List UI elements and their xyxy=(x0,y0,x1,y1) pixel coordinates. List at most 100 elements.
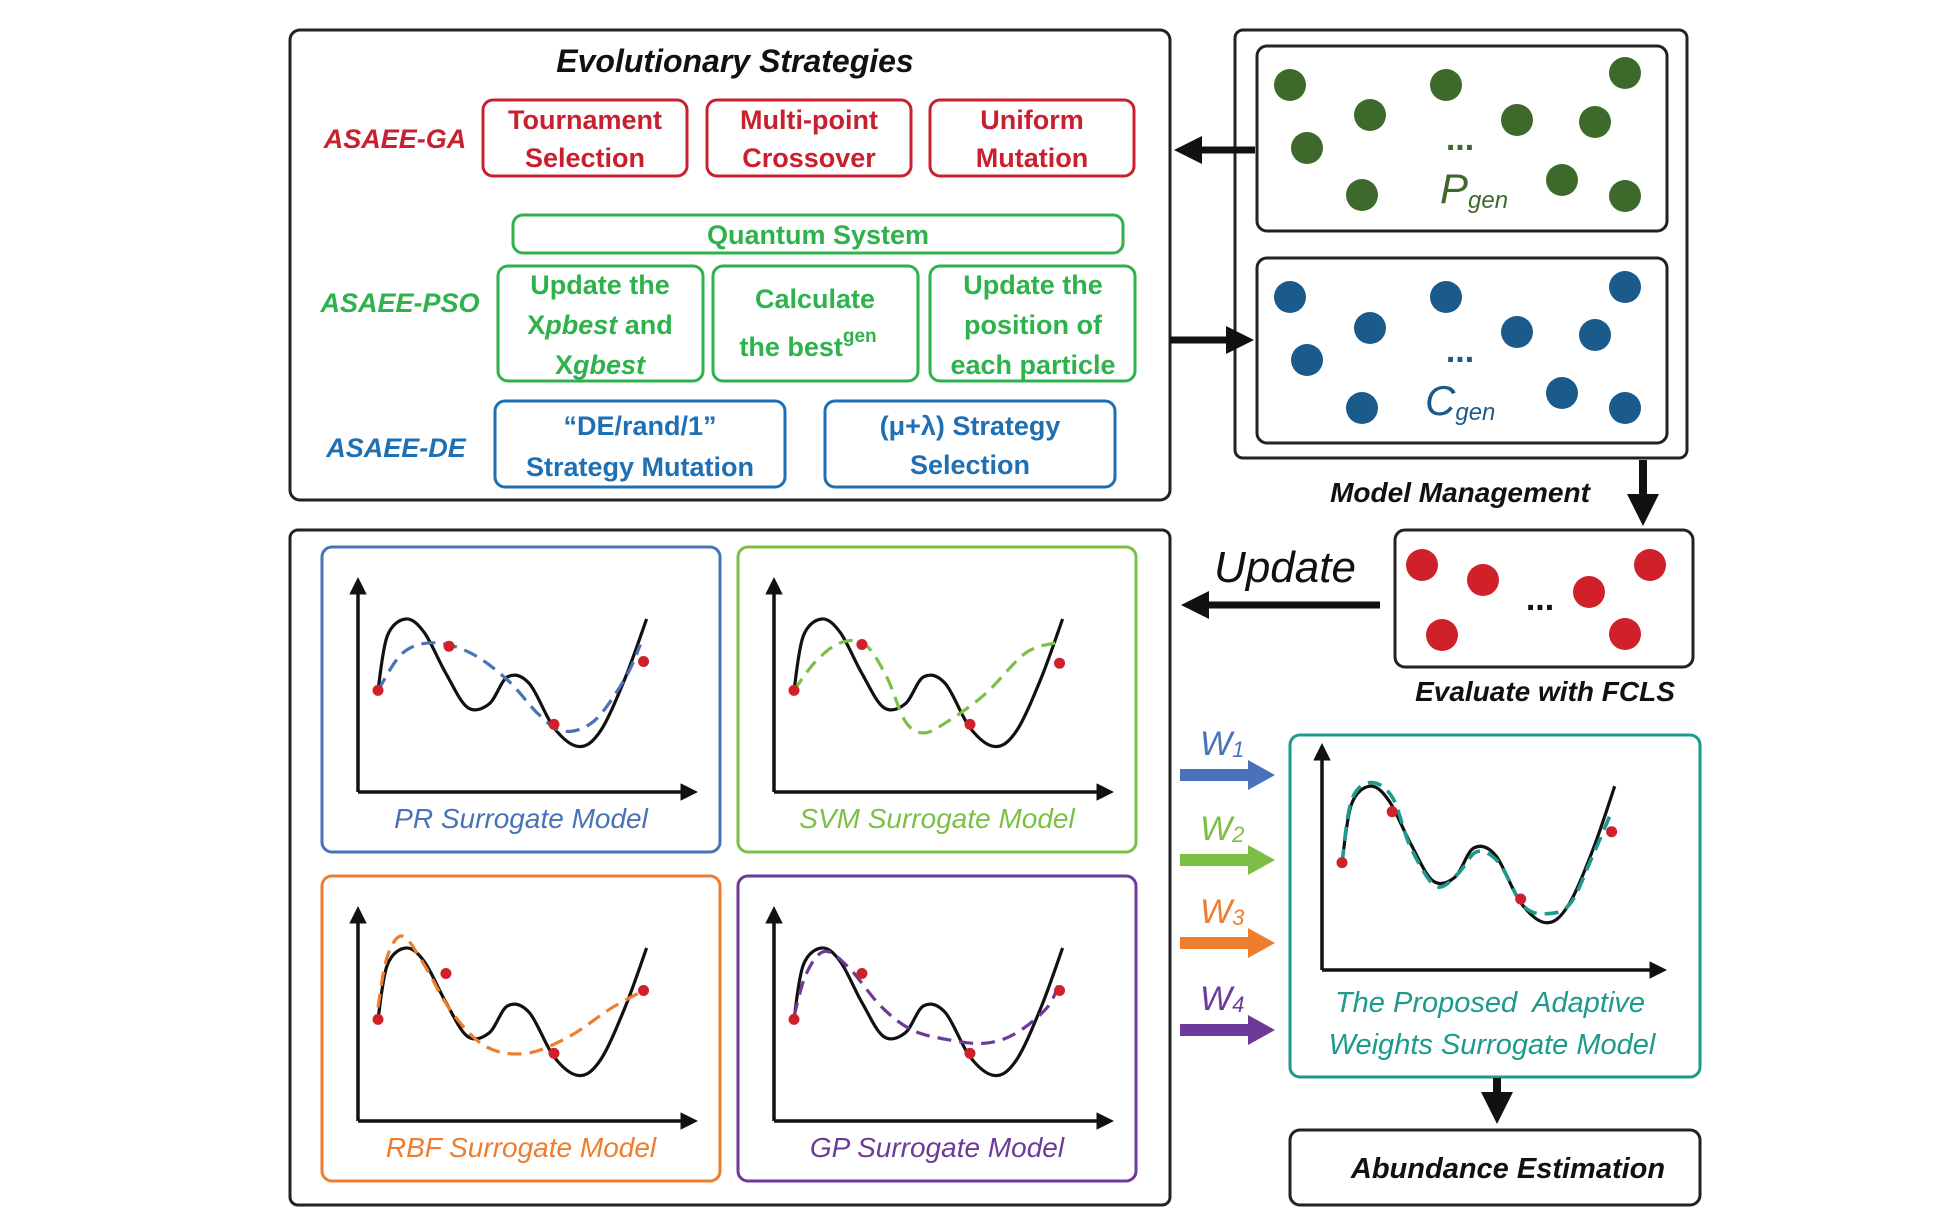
svm-model-frame xyxy=(736,545,1138,854)
weight-arrow-shaft xyxy=(1180,769,1250,781)
svm-true-curve xyxy=(792,617,1065,749)
weight-arrow-shaft xyxy=(1180,1024,1250,1036)
de-box2-line2: Selection xyxy=(910,450,1030,480)
adaptive-sample-point xyxy=(1386,806,1398,818)
abundance-box: Abundance Estimation xyxy=(1288,1128,1702,1207)
weight-arrows: W1 W2 W3 W4 xyxy=(1180,725,1275,1045)
weight-label-2: W2 xyxy=(1200,810,1244,848)
rbf-model-frame xyxy=(320,874,722,1183)
adaptive-label-line1: The Proposed Adaptive xyxy=(1335,987,1645,1019)
weight-arrow-head xyxy=(1248,928,1275,958)
weight-arrow-3: W3 xyxy=(1180,893,1275,958)
pr-model-label: PR Surrogate Model xyxy=(394,803,648,834)
svm-sample-point xyxy=(788,684,800,696)
pso-label: ASAEE-PSO xyxy=(319,288,479,318)
weight-label-4: W4 xyxy=(1200,980,1244,1018)
ga-crossover-box: Multi-point Crossover xyxy=(705,98,913,178)
gp-true-curve xyxy=(792,946,1065,1078)
ga-tournament-box: Tournament Selection xyxy=(481,98,689,178)
ga-box3-line2: Mutation xyxy=(976,143,1088,173)
child-population-dots xyxy=(1274,271,1641,424)
adaptive-plot xyxy=(1313,743,1667,979)
gp-surrogate-curve xyxy=(792,949,1061,1046)
update-label: Update xyxy=(1214,543,1356,592)
svm-sample-point xyxy=(964,718,976,730)
ga-box1-line1: Tournament xyxy=(508,105,662,135)
gp-sample-point xyxy=(1054,985,1066,996)
pso-calculate-best-box: Calculate the bestgen xyxy=(711,264,920,383)
pso-update-position-box: Update the position of each particle xyxy=(928,264,1137,383)
pr-sample-point xyxy=(372,684,384,696)
gp-model-box: GP Surrogate Model xyxy=(736,874,1138,1183)
weight-arrow-head xyxy=(1248,1015,1275,1045)
pso-quantum-box: Quantum System xyxy=(511,213,1125,255)
pr-sample-point xyxy=(548,718,560,730)
rbf-sample-point xyxy=(638,985,650,996)
ga-label: ASAEE-GA xyxy=(323,124,467,154)
pso-box1-line3: Xgbest xyxy=(555,350,646,380)
weight-arrow-4: W4 xyxy=(1180,980,1275,1045)
gp-sample-point xyxy=(788,1013,800,1025)
de-box1-line1: “DE/rand/1” xyxy=(563,411,716,441)
pr-surrogate-curve xyxy=(376,641,642,734)
pso-box2-line2: the bestgen xyxy=(739,326,876,362)
strategies-panel: Evolutionary Strategies ASAEE-GA Tournam… xyxy=(288,28,1172,502)
pr-sample-point xyxy=(638,656,650,667)
de-label: ASAEE-DE xyxy=(325,433,467,463)
pso-quantum-label: Quantum System xyxy=(707,220,929,250)
adaptive-model-box: The Proposed Adaptive Weights Surrogate … xyxy=(1288,733,1702,1079)
child-population-box: ... Cgen xyxy=(1255,256,1669,445)
ga-box3-line1: Uniform xyxy=(980,105,1084,135)
evaluate-ellipsis: ... xyxy=(1526,580,1554,618)
weight-arrow-2: W2 xyxy=(1180,810,1275,875)
rbf-model-label: RBF Surrogate Model xyxy=(386,1132,657,1163)
rbf-surrogate-curve xyxy=(376,934,642,1056)
adaptive-surrogate-curve xyxy=(1340,780,1614,916)
pso-box3-line2: position of xyxy=(964,310,1103,340)
svm-surrogate-curve xyxy=(792,638,1057,735)
child-ellipsis: ... xyxy=(1446,332,1474,370)
weight-arrow-shaft xyxy=(1180,854,1250,866)
de-selection-box: (μ+λ) Strategy Selection xyxy=(823,399,1117,489)
de-box1-line2: Strategy Mutation xyxy=(526,452,754,482)
evaluate-box: ... xyxy=(1393,528,1695,669)
strategies-title: Evolutionary Strategies xyxy=(556,43,913,79)
adaptive-sample-point xyxy=(1336,857,1348,869)
parent-population-dots xyxy=(1274,57,1641,212)
parent-ellipsis: ... xyxy=(1446,120,1474,158)
weight-arrow-head xyxy=(1248,760,1275,790)
pso-update-best-box: Update the Xpbest and Xgbest xyxy=(496,264,705,383)
pr-true-curve xyxy=(376,617,649,749)
pso-box2-line1: Calculate xyxy=(755,284,875,314)
svm-sample-point xyxy=(1054,657,1066,669)
rbf-sample-point xyxy=(548,1047,560,1059)
rbf-model-box: RBF Surrogate Model xyxy=(320,874,722,1183)
weight-arrow-1: W1 xyxy=(1180,725,1275,790)
ga-box1-line2: Selection xyxy=(525,143,645,173)
pso-box1-line2: Xpbest and xyxy=(527,310,673,340)
model-management-label: Model Management xyxy=(1330,477,1591,508)
adaptive-sample-point xyxy=(1515,893,1527,905)
svm-model-box: SVM Surrogate Model xyxy=(736,545,1138,854)
gp-sample-point xyxy=(856,968,868,979)
pr-model-box: PR Surrogate Model xyxy=(320,545,722,854)
ga-box2-line2: Crossover xyxy=(742,143,876,173)
de-box2-line1: (μ+λ) Strategy xyxy=(880,411,1061,441)
gp-sample-point xyxy=(964,1047,976,1059)
abundance-label: Abundance Estimation xyxy=(1350,1153,1665,1185)
weight-arrow-shaft xyxy=(1180,937,1250,949)
pr-model-frame xyxy=(320,545,722,854)
evaluate-label: Evaluate with FCLS xyxy=(1415,676,1675,707)
de-mutation-box: “DE/rand/1” Strategy Mutation xyxy=(493,399,787,489)
weight-label-1: W1 xyxy=(1200,725,1244,763)
adaptive-label-line2: Weights Surrogate Model xyxy=(1329,1029,1657,1061)
population-panel: ... Pgen ... Cgen xyxy=(1233,28,1689,460)
rbf-sample-point xyxy=(372,1013,384,1025)
weight-label-3: W3 xyxy=(1200,893,1245,931)
svm-model-label: SVM Surrogate Model xyxy=(799,803,1075,834)
ga-mutation-box: Uniform Mutation xyxy=(928,98,1136,178)
rbf-true-curve xyxy=(376,946,649,1078)
rbf-sample-point xyxy=(440,968,452,979)
